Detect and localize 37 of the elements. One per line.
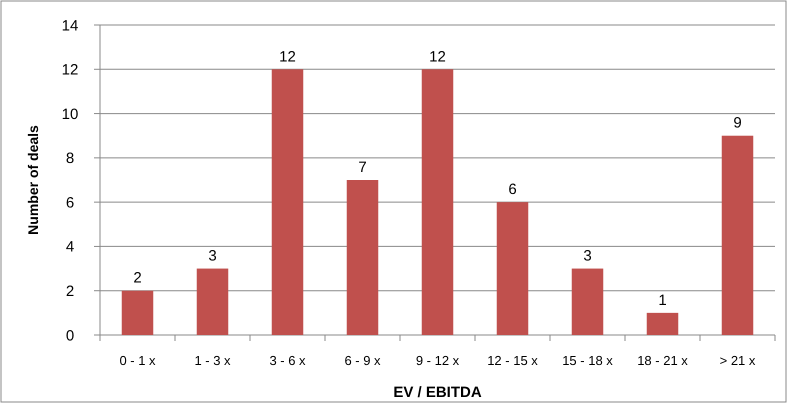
x-tick-label: 0 - 1 x [119, 353, 156, 368]
y-tick-label: 12 [62, 62, 78, 79]
data-label: 3 [208, 248, 217, 265]
x-tick-label: 1 - 3 x [194, 353, 232, 368]
y-tick-label: 6 [66, 194, 74, 212]
y-tick-label: 2 [66, 282, 74, 300]
bar [496, 202, 528, 335]
y-tick-label: 14 [62, 17, 78, 34]
bar [272, 69, 304, 335]
bar [572, 268, 604, 335]
x-tick-label: > 21 x [720, 353, 756, 368]
x-tick-label: 3 - 6 x [269, 353, 306, 368]
y-tick-label: 4 [66, 238, 74, 256]
data-label: 9 [733, 114, 742, 132]
bar [722, 136, 754, 335]
bar [346, 180, 378, 335]
x-tick-label: 18 - 21 x [637, 353, 688, 368]
data-label: 12 [429, 48, 446, 66]
x-tick-label: 12 - 15 x [487, 353, 538, 368]
data-label: 6 [508, 181, 517, 198]
data-label: 12 [279, 48, 296, 66]
x-axis-title: EV / EBITDA [393, 384, 482, 401]
y-tick-label: 0 [66, 327, 74, 344]
bar [196, 268, 228, 335]
x-tick-label: 6 - 9 x [344, 353, 382, 368]
y-tick-label: 8 [66, 150, 74, 168]
bar [422, 69, 454, 335]
y-axis-title: Number of deals [25, 124, 41, 235]
bar [122, 290, 154, 335]
data-label: 1 [658, 292, 667, 309]
x-tick-label: 9 - 12 x [416, 353, 460, 368]
data-label: 2 [133, 270, 142, 287]
data-label: 7 [358, 159, 367, 176]
y-tick-label: 10 [62, 106, 78, 123]
bar [646, 312, 678, 335]
x-tick-label: 15 - 18 x [562, 353, 614, 368]
data-label: 3 [583, 248, 592, 265]
